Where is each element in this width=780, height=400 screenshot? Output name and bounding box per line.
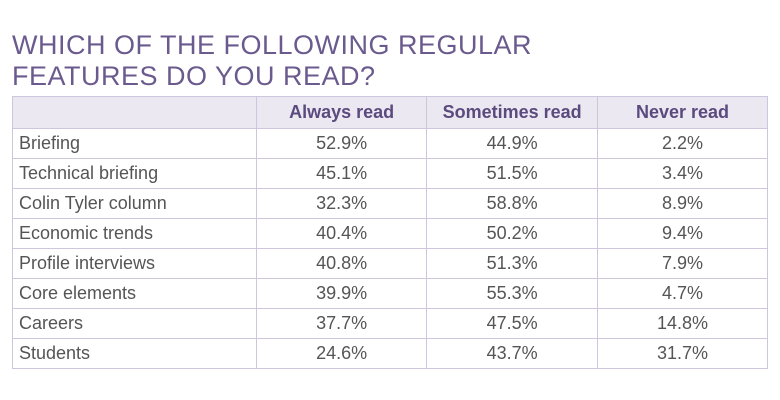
- value-cell: 51.5%: [426, 158, 599, 189]
- value-cell: 2.2%: [597, 128, 768, 159]
- table-row: Technical briefing 45.1% 51.5% 3.4%: [11, 158, 768, 189]
- title-line: FEATURES DO YOU READ?: [12, 61, 376, 91]
- value-cell: 4.7%: [597, 278, 768, 309]
- value-cell: 52.9%: [256, 128, 428, 159]
- column-header: Always read: [256, 96, 428, 129]
- value-cell: 58.8%: [426, 188, 599, 219]
- table-row: Careers 37.7% 47.5% 14.8%: [11, 308, 768, 339]
- value-cell: 24.6%: [256, 338, 428, 369]
- table-row: Economic trends 40.4% 50.2% 9.4%: [11, 218, 768, 249]
- value-cell: 47.5%: [426, 308, 599, 339]
- value-cell: 32.3%: [256, 188, 428, 219]
- table-row: Profile interviews 40.8% 51.3% 7.9%: [11, 248, 768, 279]
- header-cell: [11, 96, 258, 129]
- value-cell: 31.7%: [597, 338, 768, 369]
- table-row: Briefing 52.9% 44.9% 2.2%: [11, 128, 768, 159]
- value-cell: 3.4%: [597, 158, 768, 189]
- row-label: Briefing: [11, 128, 258, 159]
- value-cell: 40.8%: [256, 248, 428, 279]
- row-label: Technical briefing: [11, 158, 258, 189]
- column-header: Never read: [597, 96, 768, 129]
- header-row: Always read Sometimes read Never read: [11, 96, 768, 129]
- value-cell: 37.7%: [256, 308, 428, 339]
- row-label: Careers: [11, 308, 258, 339]
- value-cell: 40.4%: [256, 218, 428, 249]
- title-line: WHICH OF THE FOLLOWING REGULAR: [12, 30, 533, 60]
- value-cell: 9.4%: [597, 218, 768, 249]
- row-label: Profile interviews: [11, 248, 258, 279]
- value-cell: 51.3%: [426, 248, 599, 279]
- value-cell: 7.9%: [597, 248, 768, 279]
- row-label: Core elements: [11, 278, 258, 309]
- row-label: Colin Tyler column: [11, 188, 258, 219]
- table-row: Students 24.6% 43.7% 31.7%: [11, 338, 768, 369]
- table-body: Briefing 52.9% 44.9% 2.2% Technical briefing…: [11, 128, 768, 369]
- value-cell: 14.8%: [597, 308, 768, 339]
- table: Always read Sometimes read Never read Brie…: [11, 96, 768, 369]
- value-cell: 8.9%: [597, 188, 768, 219]
- value-cell: 45.1%: [256, 158, 428, 189]
- column-header: Sometimes read: [426, 96, 599, 129]
- value-cell: 44.9%: [426, 128, 599, 159]
- title: WHICH OF THE FOLLOWING REGULAR FEATURES D…: [12, 30, 532, 92]
- value-cell: 50.2%: [426, 218, 599, 249]
- value-cell: 43.7%: [426, 338, 599, 369]
- row-label: Economic trends: [11, 218, 258, 249]
- value-cell: 39.9%: [256, 278, 428, 309]
- table-row: Core elements 39.9% 55.3% 4.7%: [11, 278, 768, 309]
- row-label: Students: [11, 338, 258, 369]
- value-cell: 55.3%: [426, 278, 599, 309]
- table-row: Colin Tyler column 32.3% 58.8% 8.9%: [11, 188, 768, 219]
